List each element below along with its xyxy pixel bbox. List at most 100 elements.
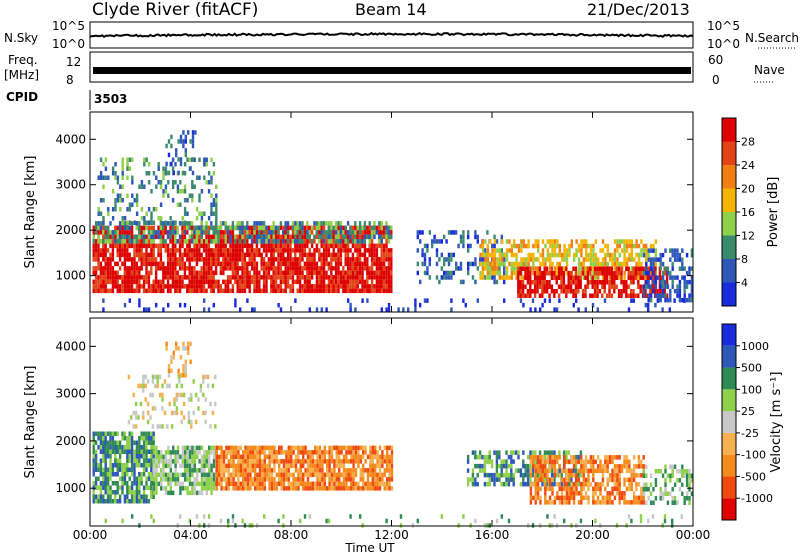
echo-cell	[229, 243, 232, 249]
echo-cell	[513, 239, 516, 244]
echo-cell	[171, 248, 175, 253]
echo-cell	[262, 225, 266, 231]
echo-cell	[594, 275, 597, 280]
echo-cell	[543, 280, 546, 285]
echo-cell	[532, 252, 535, 258]
echo-cell	[97, 445, 100, 450]
echo-cell	[562, 289, 566, 294]
echo-cell	[589, 293, 592, 298]
echo-cell	[344, 248, 347, 253]
echo-cell	[210, 266, 213, 271]
echo-cell	[174, 472, 177, 478]
echo-cell	[234, 445, 238, 451]
echo-cell	[500, 481, 503, 487]
echo-cell	[169, 230, 172, 235]
echo-cell	[102, 162, 105, 167]
echo-cell	[135, 225, 139, 231]
echo-cell	[285, 486, 288, 491]
echo-cell	[147, 234, 151, 240]
echo-cell	[191, 198, 194, 203]
echo-cell	[278, 477, 281, 482]
echo-cell	[349, 288, 352, 294]
echo-cell	[121, 162, 124, 167]
echo-cell	[106, 275, 110, 280]
echo-cell	[126, 449, 129, 454]
echo-cell	[608, 280, 611, 285]
echo-cell	[169, 454, 172, 460]
echo-cell	[649, 284, 653, 289]
echo-cell	[301, 252, 304, 258]
echo-cell	[273, 450, 276, 455]
echo-cell	[481, 266, 485, 271]
echo-cell	[178, 221, 182, 226]
echo-cell	[344, 279, 347, 285]
echo-cell	[234, 225, 237, 231]
echo-cell	[156, 383, 159, 389]
echo-cell	[123, 234, 127, 240]
echo-cell	[212, 463, 216, 469]
echo-cell	[234, 463, 238, 469]
echo-cell	[515, 252, 518, 258]
echo-cell	[277, 275, 280, 280]
echo-cell	[328, 459, 331, 464]
echo-cell	[479, 243, 482, 249]
echo-cell	[188, 477, 192, 482]
echo-cell	[370, 248, 374, 253]
echo-cell	[690, 284, 694, 289]
echo-cell	[366, 279, 369, 285]
echo-cell	[239, 463, 242, 469]
echo-cell	[289, 266, 292, 271]
echo-cell	[321, 472, 324, 478]
echo-cell	[294, 270, 297, 276]
echo-cell	[111, 270, 115, 276]
echo-cell	[560, 481, 563, 487]
echo-cell	[169, 481, 172, 487]
echo-cell	[370, 284, 374, 289]
echo-cell	[207, 180, 211, 185]
echo-cell	[681, 266, 684, 271]
echo-cell	[582, 257, 585, 262]
echo-cell	[543, 266, 546, 271]
echo-cell	[328, 450, 331, 455]
echo-cell	[159, 184, 163, 189]
echo-cell	[198, 284, 201, 289]
echo-cell	[294, 445, 298, 451]
echo-cell	[106, 230, 110, 235]
echo-cell	[616, 239, 619, 244]
echo-cell	[162, 189, 165, 194]
echo-cell	[641, 275, 645, 280]
echo-cell	[309, 450, 312, 455]
echo-cell	[419, 302, 422, 308]
echo-cell	[178, 261, 182, 267]
echo-cell	[195, 270, 199, 276]
echo-cell	[186, 243, 189, 249]
echo-cell	[339, 243, 343, 249]
echo-cell	[359, 454, 362, 460]
echo-cell	[382, 230, 386, 235]
echo-cell	[135, 248, 139, 253]
echo-cell	[370, 279, 374, 285]
echo-cell	[273, 459, 276, 464]
echo-cell	[596, 284, 599, 289]
echo-cell	[591, 302, 595, 308]
echo-cell	[486, 252, 489, 258]
echo-cell	[104, 454, 107, 459]
echo-cell	[565, 450, 568, 455]
echo-cell	[152, 490, 156, 496]
echo-cell	[623, 270, 626, 276]
echo-cell	[152, 261, 155, 267]
echo-cell	[286, 243, 290, 249]
echo-cell	[152, 234, 155, 240]
echo-cell	[278, 481, 281, 487]
echo-cell	[529, 289, 532, 294]
echo-cell	[118, 445, 122, 450]
echo-cell	[354, 307, 357, 312]
echo-cell	[308, 248, 311, 253]
echo-cell	[322, 243, 326, 249]
echo-cell	[207, 216, 211, 221]
echo-cell	[537, 270, 540, 276]
echo-cell	[615, 275, 618, 280]
echo-cell	[491, 270, 494, 276]
echo-cell	[522, 472, 525, 478]
echo-cell	[517, 271, 520, 276]
